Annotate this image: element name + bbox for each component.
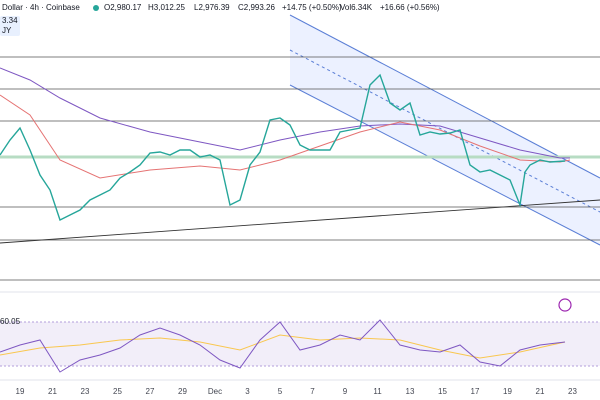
x-label: 23 (568, 387, 577, 396)
channel-top (289, 14, 600, 179)
x-label: 25 (113, 387, 122, 396)
ma-slow (0, 67, 570, 159)
replay-icon[interactable] (558, 298, 572, 312)
tag-sub: JY (2, 26, 12, 35)
low: L2,976.39 (194, 3, 230, 12)
channel-mid (289, 49, 600, 213)
close: C2,993.26 (238, 3, 275, 12)
x-label: 19 (503, 387, 512, 396)
ma-fast (0, 94, 571, 179)
x-label: 27 (146, 387, 155, 396)
rsi-line (0, 319, 566, 373)
x-label: 21 (48, 387, 57, 396)
x-label: 29 (178, 387, 187, 396)
volume: Vol6.34K (340, 3, 373, 12)
price-line (0, 73, 566, 221)
high: H3,012.25 (148, 3, 185, 12)
x-label: 9 (343, 387, 348, 396)
status-dot (93, 5, 99, 11)
rsi-ma (0, 334, 566, 359)
rsi-band (0, 322, 600, 366)
symbol: Dollar · 4h · Coinbase (2, 3, 80, 12)
x-label: 11 (373, 387, 382, 396)
x-label: 13 (406, 387, 415, 396)
channel-bottom (289, 84, 600, 246)
trendline (0, 199, 600, 244)
x-label: 19 (16, 387, 25, 396)
header: Dollar · 4h · Coinbase O2,980.17 H3,012.… (0, 3, 440, 36)
price-tag: 3.34 (2, 16, 18, 25)
rsi-label: 60.05 (0, 317, 21, 326)
x-label: 3 (245, 387, 250, 396)
x-label: 21 (536, 387, 545, 396)
x-label: Dec (208, 387, 222, 396)
x-label: 7 (310, 387, 315, 396)
x-label: 15 (438, 387, 447, 396)
volume-change: +16.66 (+0.56%) (380, 3, 440, 12)
change: +14.75 (+0.50%) (282, 3, 342, 12)
x-label: 23 (81, 387, 90, 396)
x-axis-labels: 19 21 23 25 27 29 Dec 3 5 7 9 11 13 15 17 19 21 23 (16, 387, 578, 396)
open: O2,980.17 (104, 3, 142, 12)
x-label: 5 (278, 387, 283, 396)
x-label: 17 (471, 387, 480, 396)
price-tag-box (0, 16, 20, 36)
